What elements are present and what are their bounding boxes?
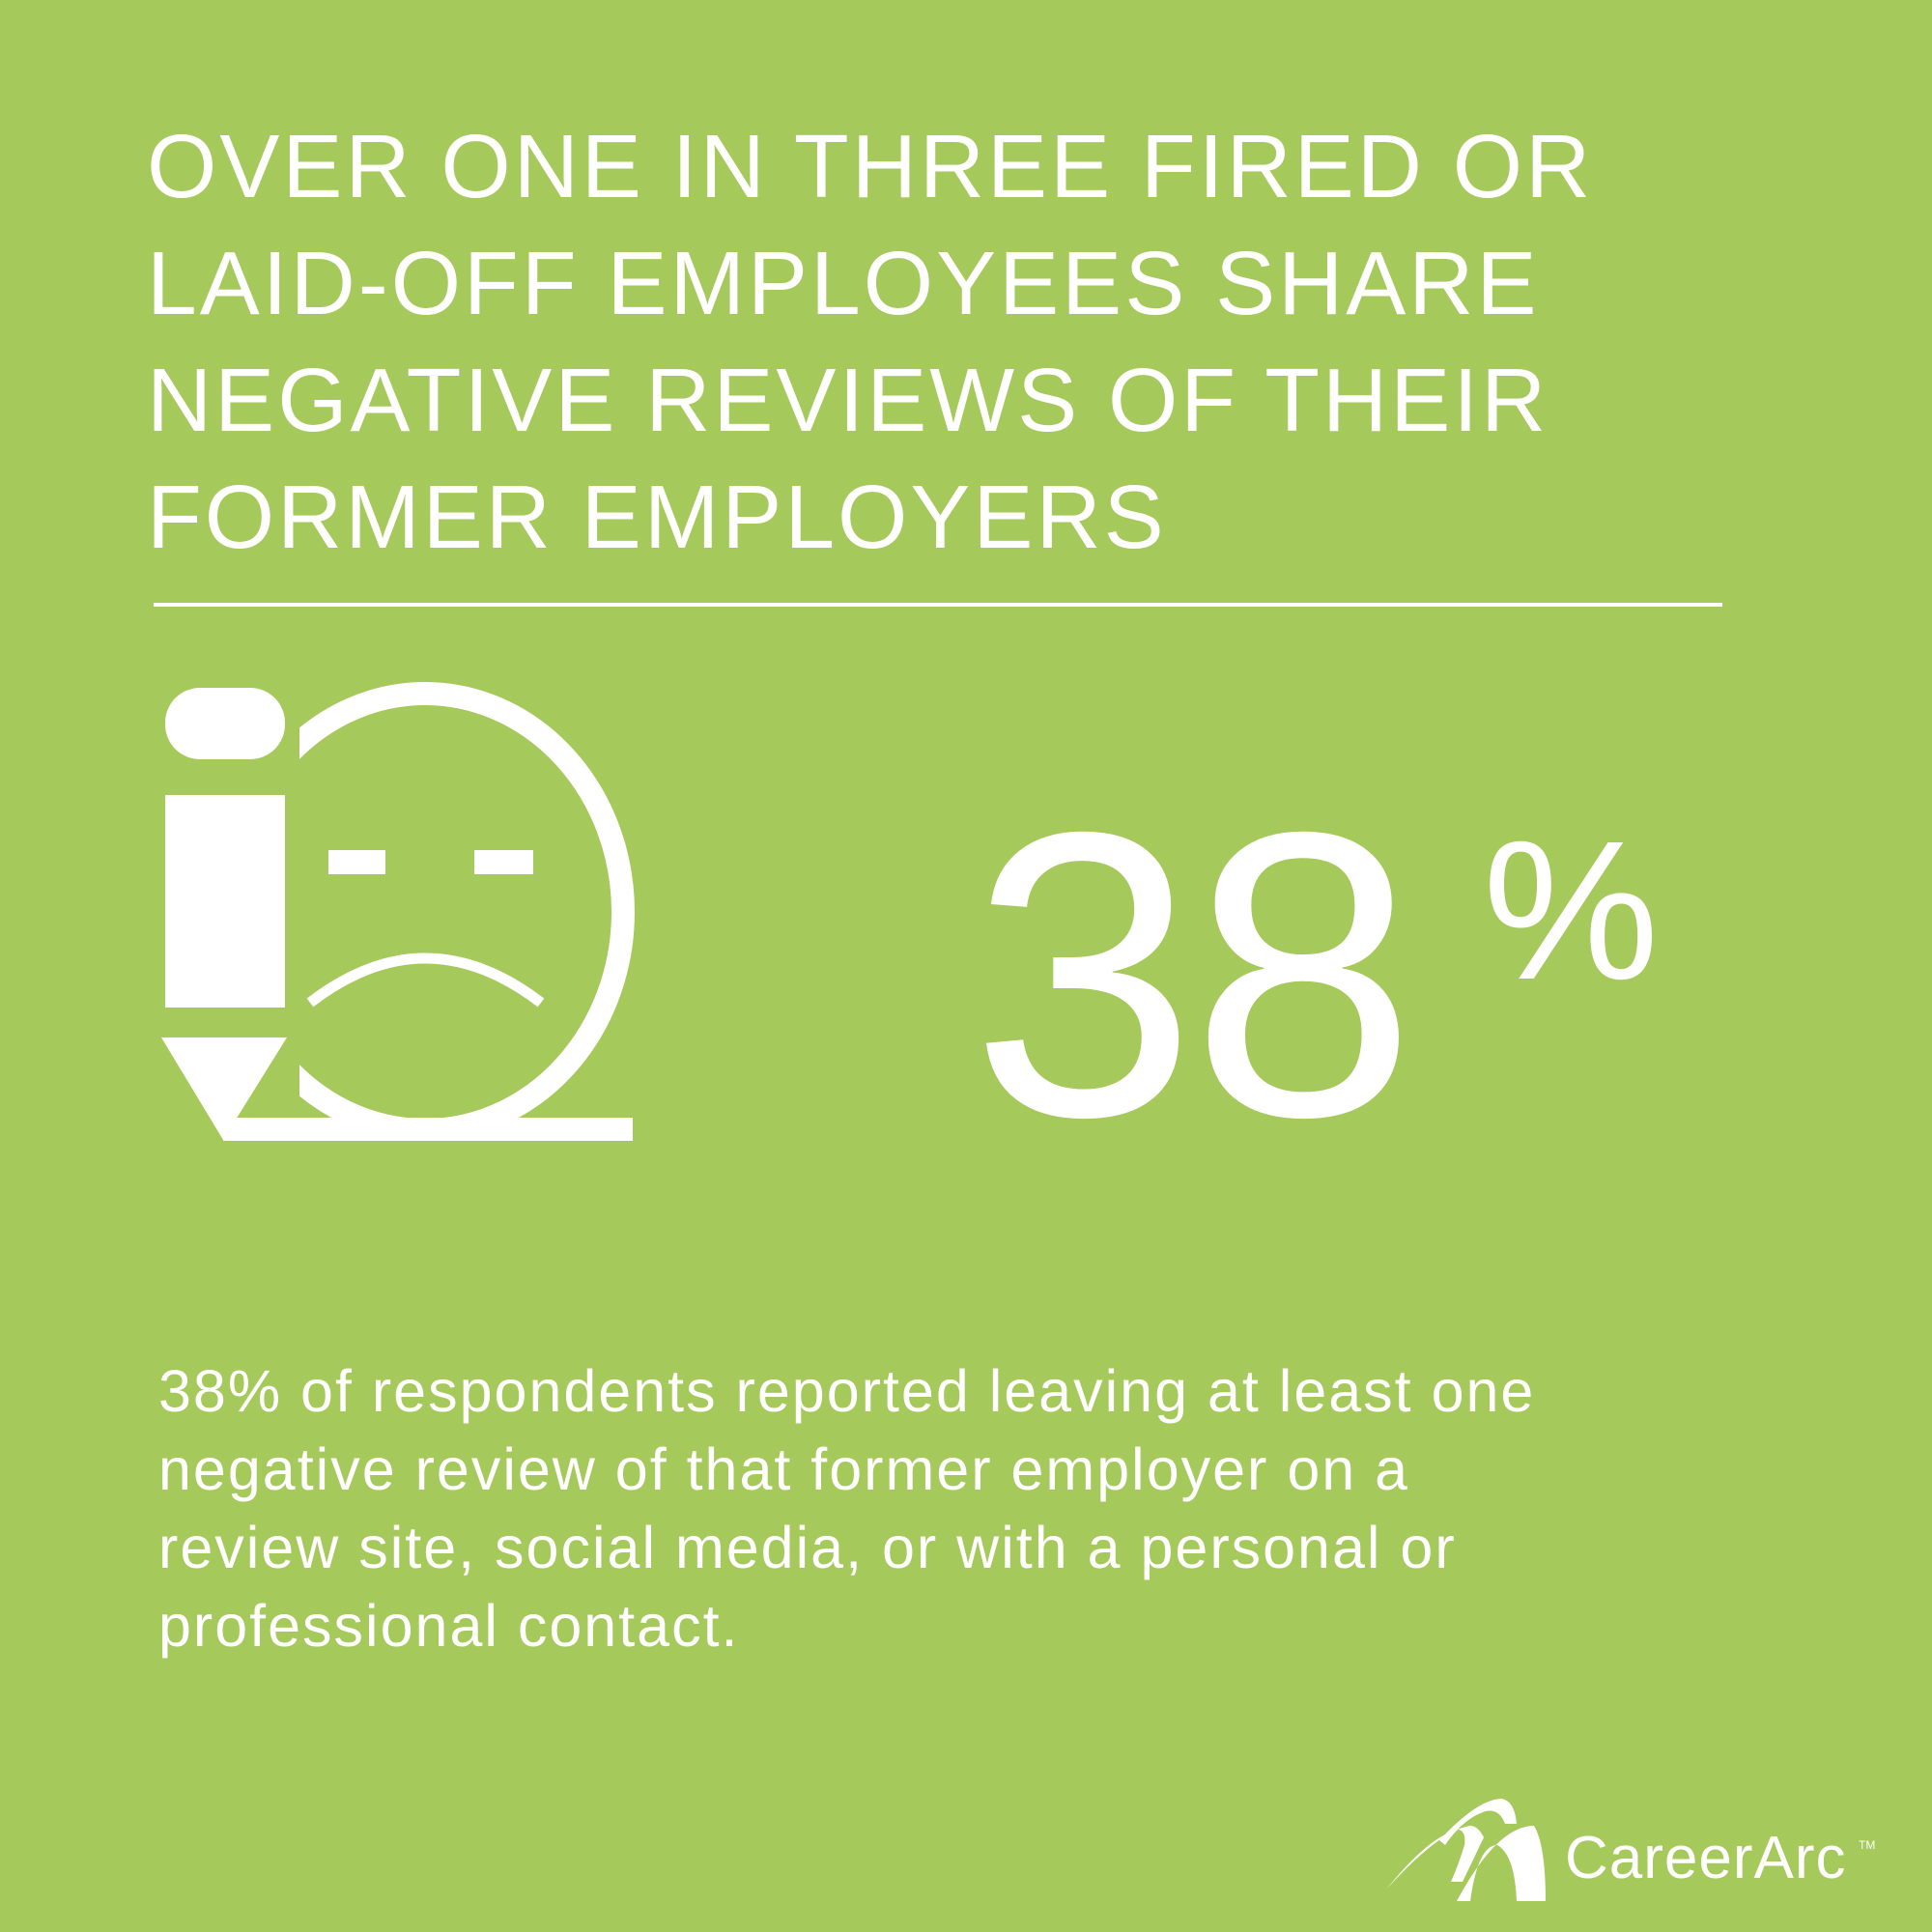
trademark: TM bbox=[1859, 1838, 1876, 1852]
left-eye bbox=[328, 850, 385, 874]
right-eye bbox=[474, 850, 533, 874]
pencil-eraser bbox=[165, 688, 285, 759]
description-line: 38% of respondents reported leaving at l… bbox=[158, 1358, 1536, 1424]
stat-unit: % bbox=[1483, 800, 1660, 1021]
headline: OVER ONE IN THREE FIRED OR LAID-OFF EMPL… bbox=[147, 108, 1789, 576]
stat-value: 38 bbox=[971, 749, 1416, 1202]
careerarc-logo-mark-icon bbox=[1386, 1799, 1546, 1901]
headline-line: LAID-OFF EMPLOYEES SHARE bbox=[147, 233, 1540, 333]
description: 38% of respondents reported leaving at l… bbox=[158, 1352, 1535, 1665]
face-outline bbox=[299, 682, 635, 1118]
divider bbox=[154, 603, 1722, 607]
description-line: negative review of that former employer … bbox=[158, 1436, 1410, 1502]
description-line: review site, social media, or with a per… bbox=[158, 1515, 1457, 1580]
headline-line: NEGATIVE REVIEWS OF THEIR bbox=[147, 350, 1549, 450]
description-line: professional contact. bbox=[158, 1593, 740, 1659]
headline-line: OVER ONE IN THREE FIRED OR bbox=[147, 116, 1594, 216]
pencil-body bbox=[165, 795, 285, 1008]
pencil-tip bbox=[161, 1037, 287, 1140]
underline-bar bbox=[223, 1118, 633, 1141]
brand-name: CareerArc bbox=[1565, 1825, 1847, 1891]
headline-line: FORMER EMPLOYERS bbox=[147, 467, 1167, 567]
pencil-sad-face-icon bbox=[161, 682, 635, 1141]
frown bbox=[306, 952, 545, 1008]
